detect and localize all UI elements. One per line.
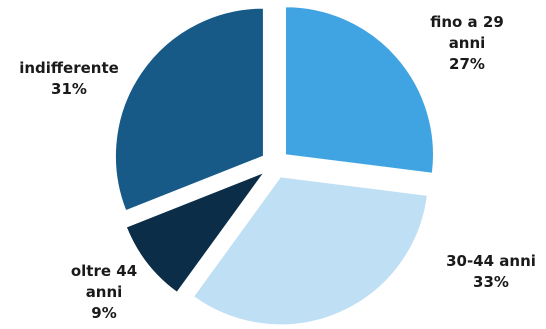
slice-category-4: indifferente — [19, 59, 119, 77]
slice-category-1: fino a 29 — [430, 13, 504, 31]
slice-category-2: 30-44 anni — [446, 252, 536, 270]
pie-slice-4 — [114, 7, 264, 212]
slice-label-4: indifferente 31% — [19, 59, 119, 98]
slice-category-3: oltre 44 — [71, 262, 137, 280]
pie-slice-2 — [192, 176, 428, 326]
slice-value-4: 31% — [51, 80, 87, 98]
slice-label-3: oltre 44 anni 9% — [71, 262, 137, 322]
pie-slice-3 — [125, 171, 266, 294]
pie-slice-1 — [285, 6, 434, 174]
slices-layer — [114, 6, 434, 326]
slice-value-1: 27% — [449, 55, 485, 73]
slice-label-2: 30-44 anni 33% — [446, 252, 536, 291]
slice-category-1: anni — [449, 34, 486, 52]
slice-label-1: fino a 29 anni 27% — [430, 13, 504, 73]
slice-category-3: anni — [86, 283, 123, 301]
labels-layer: fino a 29 anni 27% 30-44 anni 33% oltre 44 ann… — [19, 13, 536, 322]
slice-value-3: 9% — [91, 304, 116, 322]
slice-value-2: 33% — [473, 273, 509, 291]
